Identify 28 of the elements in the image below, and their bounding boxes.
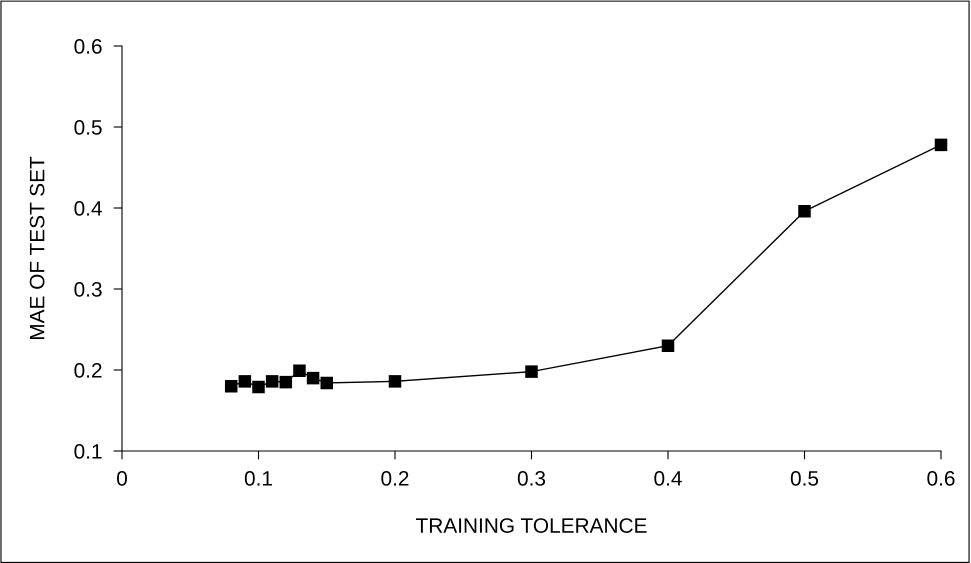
x-tick-label: 0.6	[927, 470, 955, 486]
x-tick-label: 0.2	[381, 470, 408, 486]
x-tick-label: 0.4	[654, 470, 682, 486]
point	[306, 372, 320, 384]
point	[280, 376, 292, 388]
x-tick-label: 0.1	[244, 470, 272, 486]
point	[388, 375, 402, 388]
point	[934, 138, 948, 152]
point	[224, 380, 238, 392]
y-axis-title: MAE OF TEST SET	[30, 156, 44, 340]
point	[320, 376, 333, 390]
y-tick-label: 0.2	[74, 363, 102, 378]
point	[238, 375, 252, 388]
x-tick-label: 0.3	[518, 470, 546, 486]
x-axis-title: TRAINING TOLERANCE	[416, 518, 647, 533]
point	[293, 364, 306, 378]
y-tick-label: 0.5	[74, 120, 102, 135]
y-tick-label: 0.1	[74, 444, 102, 459]
point	[798, 204, 811, 218]
point	[252, 380, 265, 394]
point	[266, 375, 278, 388]
y-tick-label: 0.4	[74, 201, 102, 216]
point	[525, 365, 538, 378]
y-tick-label: 0.6	[74, 39, 102, 54]
point	[662, 339, 674, 352]
x-tick-label: 0	[117, 470, 127, 486]
y-tick-label: 0.3	[74, 282, 102, 297]
x-tick-label: 0.5	[790, 470, 818, 486]
